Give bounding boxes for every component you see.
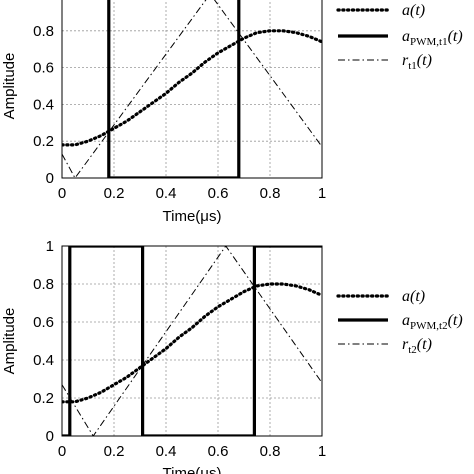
legend-entry-2: rt2(t) (402, 336, 432, 356)
legend-entry-2: rt1(t) (402, 52, 432, 72)
y-axis-label: Amplitude (1, 308, 18, 375)
legend: a(t) aPWM,t1(t) rt1(t) (336, 2, 463, 72)
series-line-2 (62, 246, 322, 436)
x-tick-label: 1 (318, 443, 326, 460)
y-tick-label: 0.4 (33, 96, 54, 113)
y-tick-label: 1 (46, 238, 54, 255)
series-line-0 (62, 282, 322, 404)
x-axis-label: Time(μs) (163, 465, 222, 474)
x-axis-label: Time(μs) (163, 208, 222, 225)
x-tick-label: 0.2 (104, 443, 125, 460)
y-tick-label: 0 (46, 170, 54, 187)
series-line-1 (62, 246, 322, 436)
y-tick-label: 0.2 (33, 133, 54, 150)
legend-entry-0: a(t) (402, 2, 425, 19)
y-tick-label: 0.6 (33, 314, 54, 331)
x-tick-label: 0.6 (208, 443, 229, 460)
y-tick-label: 0 (46, 428, 54, 445)
series-group (62, 246, 322, 436)
y-tick-label: 0.6 (33, 60, 54, 77)
legend-entry-1: aPWM,t2(t) (402, 312, 463, 332)
series-line-0 (62, 29, 322, 147)
y-axis-label: Amplitude (1, 53, 18, 120)
x-tick-label: 0.4 (156, 443, 177, 460)
plot-frame (61, 0, 323, 179)
x-tick-label: 0 (58, 443, 66, 460)
plot-frame (61, 245, 323, 437)
x-tick-label: 0 (58, 185, 66, 202)
chart-panel-bottom: 0 0.2 0.4 0.6 0.8 1 0 0.2 0.4 0.6 0.8 1 Time(μs) Ampl… (1, 238, 463, 474)
y-tick-label: 0.2 (33, 390, 54, 407)
legend-entry-0: a(t) (402, 288, 425, 305)
x-tick-label: 0.8 (260, 185, 281, 202)
y-tick-label: 0.8 (33, 276, 54, 293)
x-tick-label: 1 (318, 185, 326, 202)
legend: a(t) aPWM,t2(t) rt2(t) (336, 288, 463, 356)
x-tick-label: 0.4 (156, 185, 177, 202)
series-line-1 (107, 0, 241, 178)
x-tick-label: 0.2 (104, 185, 125, 202)
x-tick-label: 0.6 (208, 185, 229, 202)
y-tick-label: 0.8 (33, 23, 54, 40)
legend-entry-1: aPWM,t1(t) (402, 28, 463, 48)
chart-panel-top: 0 0.2 0.4 0.6 0.8 1 0 0.2 0.4 0.6 0.8 Time(μs) Ampli… (1, 0, 463, 225)
series-group (62, 0, 322, 178)
y-tick-label: 0.4 (33, 352, 54, 369)
x-tick-label: 0.8 (260, 443, 281, 460)
series-line-2 (62, 0, 322, 178)
